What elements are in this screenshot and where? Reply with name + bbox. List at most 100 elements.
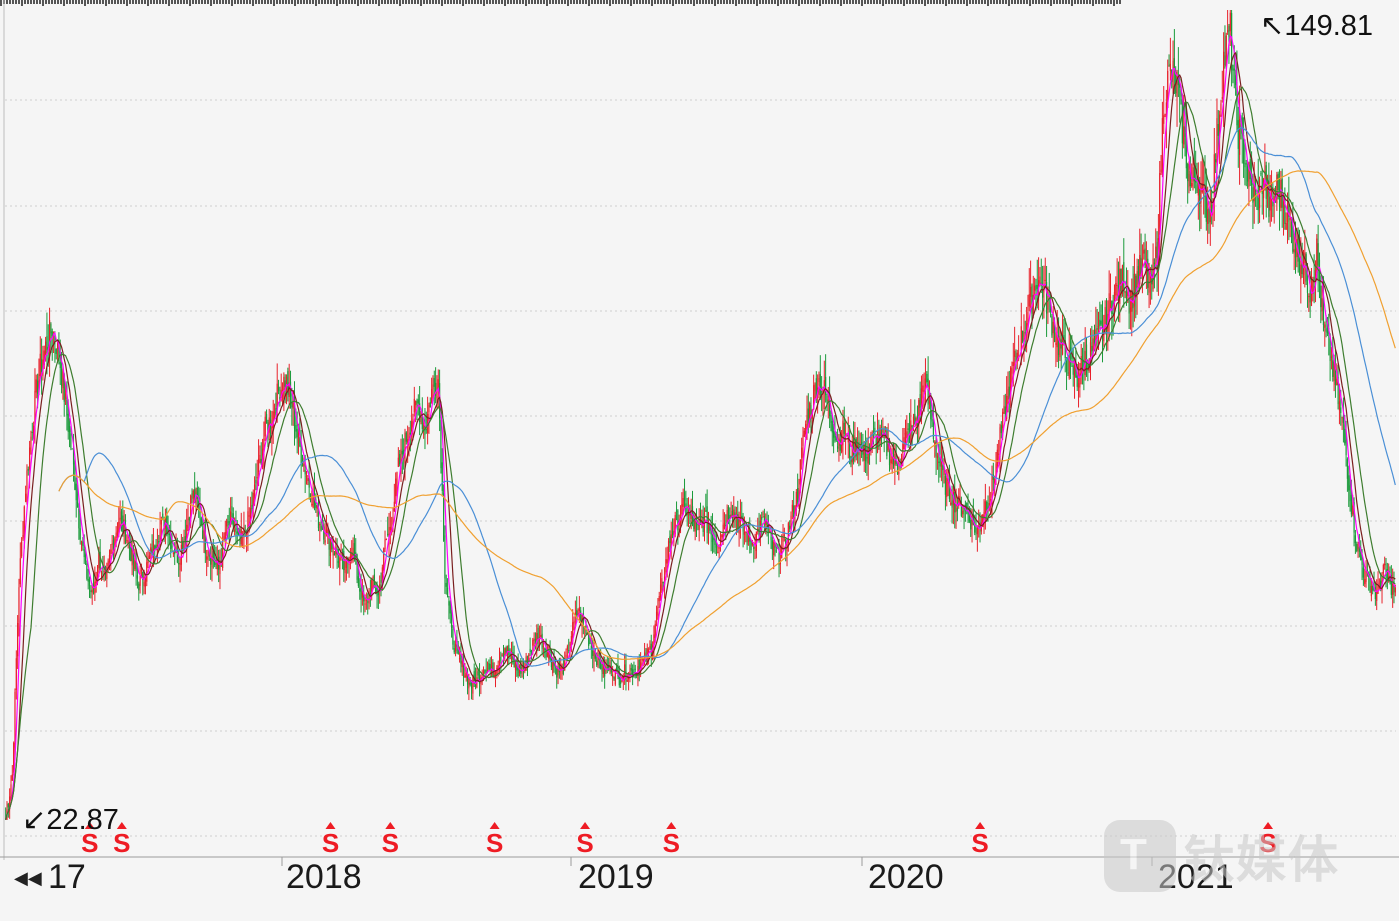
min-price-label: ↙22.87 <box>22 802 119 837</box>
top-strip-tick <box>177 0 179 4</box>
top-strip-tick <box>1104 0 1106 4</box>
candle-body <box>1111 300 1113 314</box>
candle-body <box>1044 279 1046 281</box>
candle-body <box>1002 411 1004 428</box>
candle-body <box>592 650 594 656</box>
top-strip-tick <box>813 0 815 4</box>
candle-body <box>428 405 430 413</box>
candle-body <box>82 541 84 547</box>
dividend-marker-arrow <box>666 822 677 829</box>
candle-body <box>1164 114 1166 116</box>
candle-body <box>638 659 640 673</box>
candle-body <box>1097 325 1100 328</box>
candle-body <box>1358 546 1360 552</box>
candle-body <box>48 320 51 356</box>
candle-body <box>1356 543 1358 551</box>
candle-body <box>1354 535 1357 544</box>
candle-body <box>316 505 318 509</box>
top-strip-tick <box>15 0 17 4</box>
candle-body <box>469 682 471 685</box>
candle-body <box>1380 580 1382 589</box>
top-strip-tick <box>510 0 512 4</box>
candle-body <box>70 433 72 448</box>
candle-body <box>541 633 543 649</box>
top-strip-tick <box>93 0 95 4</box>
candle-body <box>436 396 438 399</box>
top-strip-tick <box>30 0 32 4</box>
top-strip-tick <box>795 0 797 4</box>
candle-body <box>135 558 137 572</box>
candle-body <box>1196 184 1198 192</box>
top-strip-tick <box>261 0 263 4</box>
candle-body <box>667 541 670 557</box>
top-strip-tick <box>426 0 428 4</box>
top-strip-tick <box>621 0 623 4</box>
top-strip-tick <box>294 0 296 6</box>
candle-body <box>528 654 530 664</box>
candle-body <box>1366 569 1368 571</box>
moving-average-line <box>5 86 1396 820</box>
top-strip-tick <box>210 0 212 6</box>
top-strip-tick <box>324 0 326 4</box>
top-strip-tick <box>768 0 770 4</box>
candle-body <box>570 636 572 646</box>
candles <box>5 10 1396 820</box>
top-strip-tick <box>558 0 560 4</box>
candle-body <box>182 541 184 551</box>
top-strip-tick <box>843 0 845 4</box>
candle-body <box>505 647 507 653</box>
top-strip-tick <box>816 0 818 4</box>
scroll-left-icon[interactable]: ◀◀ <box>14 868 42 889</box>
candle-body <box>1128 294 1130 314</box>
candle-body <box>1053 325 1056 342</box>
candle-body <box>815 378 817 399</box>
top-strip-tick <box>564 0 566 4</box>
candle-body <box>614 669 616 685</box>
candle-body <box>259 454 261 463</box>
candle-body <box>1192 167 1194 183</box>
candle-body <box>144 577 147 587</box>
candle-body <box>1184 127 1186 137</box>
candle-body <box>1149 272 1152 282</box>
candle-body <box>795 491 797 511</box>
candle-body <box>548 650 550 659</box>
top-strip-tick <box>717 0 719 4</box>
candle-body <box>1353 502 1355 533</box>
candle-body <box>1273 196 1275 203</box>
top-strip-tick <box>807 0 809 4</box>
top-strip-tick <box>936 0 938 4</box>
candle-body <box>1346 459 1349 479</box>
top-strip-tick <box>792 0 794 4</box>
candle-body <box>1075 366 1077 378</box>
top-strip-tick <box>192 0 194 4</box>
candle-body <box>1039 276 1041 284</box>
candle-body <box>872 431 875 433</box>
candle-body <box>134 560 136 570</box>
candle-body <box>717 551 719 553</box>
candle-body <box>1316 238 1318 273</box>
candle-body <box>1394 587 1396 593</box>
top-strip-tick <box>1119 0 1121 4</box>
candle-body <box>650 643 652 655</box>
candle-body <box>1195 180 1197 183</box>
top-strip-tick <box>1029 0 1031 6</box>
candle-body <box>408 434 410 442</box>
candle-body <box>553 661 555 666</box>
candle-body <box>852 435 855 462</box>
candle-body <box>573 620 575 624</box>
candle-body <box>797 487 799 503</box>
top-strip-tick <box>1023 0 1025 4</box>
top-strip-tick <box>12 0 14 4</box>
top-strip-tick <box>693 0 695 6</box>
top-strip-tick <box>480 0 482 4</box>
candle-body <box>482 671 485 675</box>
top-strip-tick <box>273 0 275 6</box>
candle-body <box>1235 75 1237 86</box>
candle-body <box>1096 328 1098 330</box>
candle-body <box>106 567 108 579</box>
candle-body <box>452 628 454 645</box>
candle-body <box>486 668 489 674</box>
candle-body <box>975 528 977 530</box>
